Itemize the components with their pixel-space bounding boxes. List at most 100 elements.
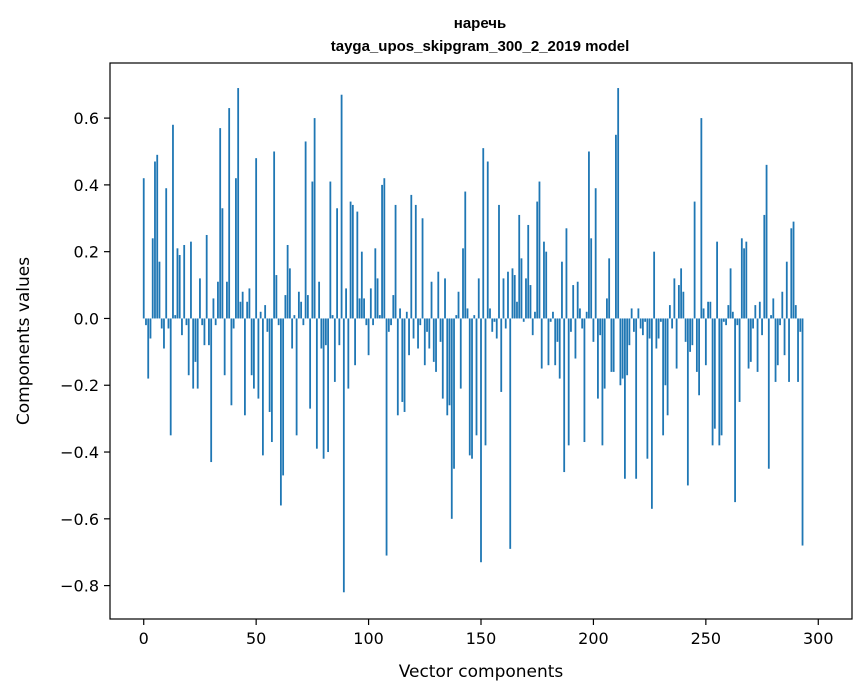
bar xyxy=(365,318,368,326)
bar xyxy=(756,318,759,372)
bar xyxy=(381,184,383,319)
bar xyxy=(619,318,622,386)
bar xyxy=(583,318,586,443)
x-tick-label: 50 xyxy=(246,629,266,648)
bar xyxy=(176,248,179,319)
bar xyxy=(792,221,795,319)
bar xyxy=(788,318,790,382)
bar xyxy=(304,141,307,319)
bar xyxy=(419,318,422,326)
bar xyxy=(722,318,725,322)
bar xyxy=(210,318,213,463)
bar xyxy=(615,134,617,319)
bar xyxy=(617,88,620,319)
bar xyxy=(342,318,345,593)
bar xyxy=(486,161,489,319)
bar xyxy=(405,311,408,319)
bar xyxy=(387,318,390,332)
bar xyxy=(390,318,392,326)
bar xyxy=(421,218,424,319)
x-axis-label: Vector components xyxy=(399,662,564,682)
bar xyxy=(738,318,741,402)
bar xyxy=(221,208,224,319)
bar xyxy=(255,158,258,319)
bar xyxy=(749,318,752,362)
y-tick-label: −0.6 xyxy=(60,510,99,529)
bar xyxy=(628,318,631,346)
bar xyxy=(480,318,482,563)
bar xyxy=(666,318,669,416)
bar xyxy=(785,261,788,319)
bar xyxy=(423,318,426,366)
bar xyxy=(471,318,473,459)
bar xyxy=(774,318,777,382)
bar xyxy=(327,318,329,453)
bar xyxy=(630,308,633,319)
bar xyxy=(556,318,559,342)
bar xyxy=(500,318,503,392)
bar xyxy=(624,318,626,479)
bar xyxy=(441,318,444,399)
bar xyxy=(720,318,723,436)
bar xyxy=(142,178,145,319)
bar xyxy=(324,318,327,346)
bar xyxy=(765,164,768,319)
bar xyxy=(448,318,451,406)
bar xyxy=(626,318,629,376)
bar xyxy=(367,318,370,356)
bar xyxy=(700,118,703,319)
bar xyxy=(169,318,172,436)
bar xyxy=(226,281,228,319)
bar xyxy=(799,318,802,332)
bar xyxy=(214,318,217,326)
bar xyxy=(657,318,660,339)
x-tick-label: 150 xyxy=(466,629,497,648)
bar xyxy=(682,291,685,319)
bar xyxy=(702,308,705,319)
bar xyxy=(414,204,417,319)
bar xyxy=(369,288,372,319)
bar xyxy=(565,228,568,319)
bar xyxy=(466,308,469,319)
x-axis-ticks: 0 50 100 150 200 250 300 xyxy=(139,619,834,648)
bar xyxy=(572,285,575,319)
bar xyxy=(145,318,147,326)
bar xyxy=(345,288,347,319)
bar xyxy=(801,318,804,546)
bar xyxy=(291,318,294,349)
bar xyxy=(284,295,287,319)
bar xyxy=(154,161,156,319)
y-axis-label: Components values xyxy=(14,257,34,425)
bar xyxy=(149,318,152,339)
bar xyxy=(671,318,674,329)
bar xyxy=(612,318,615,372)
bar xyxy=(468,318,471,456)
bar xyxy=(322,318,325,459)
bar xyxy=(525,278,527,319)
bar xyxy=(704,318,707,366)
bar xyxy=(495,318,498,339)
bar xyxy=(392,295,395,319)
bar xyxy=(428,318,431,349)
bar xyxy=(601,318,604,446)
bar xyxy=(187,318,190,376)
bar xyxy=(684,318,687,342)
bar xyxy=(372,318,374,326)
bar xyxy=(695,318,698,372)
bar xyxy=(315,318,318,449)
bar xyxy=(192,318,195,389)
bar xyxy=(266,318,269,332)
bar xyxy=(772,298,775,319)
bar xyxy=(408,318,410,356)
bar xyxy=(668,305,671,319)
bar xyxy=(446,318,449,416)
bar xyxy=(333,318,336,382)
y-tick-label: −0.2 xyxy=(60,376,99,395)
x-tick-label: 300 xyxy=(803,629,834,648)
bar xyxy=(410,194,413,319)
bar xyxy=(412,318,415,339)
bar xyxy=(360,251,363,319)
bar xyxy=(686,318,689,486)
bar xyxy=(340,94,343,319)
